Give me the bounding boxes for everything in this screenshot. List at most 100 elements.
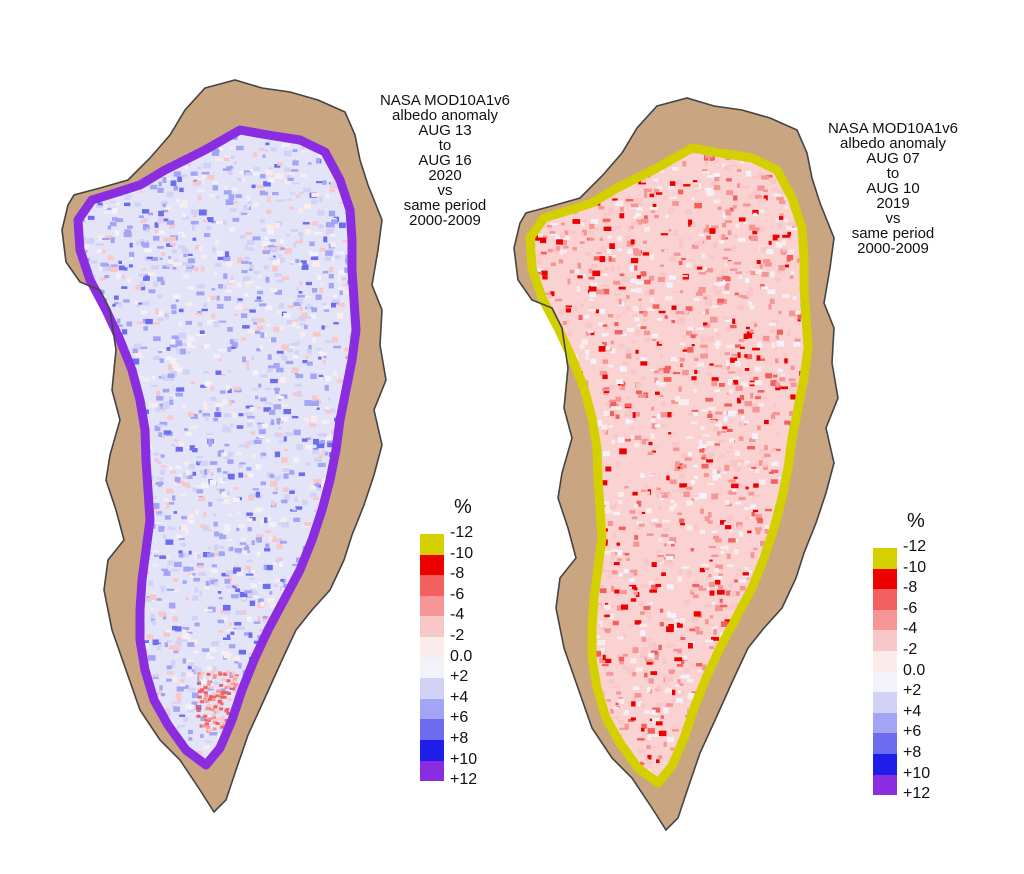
anomaly-pixel	[260, 374, 268, 378]
anomaly-pixel	[622, 633, 627, 639]
anomaly-pixel	[705, 268, 714, 273]
anomaly-pixel	[268, 365, 277, 369]
anomaly-pixel	[231, 412, 237, 418]
anomaly-pixel	[85, 736, 91, 742]
anomaly-pixel	[167, 640, 173, 643]
anomaly-pixel	[209, 194, 215, 198]
anomaly-pixel	[687, 326, 694, 332]
anomaly-pixel	[362, 669, 368, 674]
anomaly-pixel	[192, 448, 198, 453]
anomaly-pixel	[566, 736, 575, 740]
anomaly-pixel	[809, 549, 816, 553]
anomaly-pixel	[337, 276, 342, 282]
anomaly-pixel	[777, 659, 786, 664]
anomaly-pixel	[650, 671, 658, 675]
anomaly-pixel	[730, 775, 738, 781]
anomaly-pixel	[784, 206, 788, 209]
anomaly-pixel	[530, 581, 533, 586]
anomaly-pixel	[582, 229, 587, 236]
anomaly-pixel	[651, 406, 655, 411]
anomaly-pixel	[331, 695, 339, 699]
anomaly-pixel	[215, 370, 222, 375]
anomaly-pixel	[706, 235, 711, 240]
anomaly-pixel	[78, 774, 84, 777]
anomaly-pixel	[697, 792, 704, 795]
anomaly-pixel	[822, 785, 828, 789]
anomaly-pixel	[749, 504, 756, 508]
anomaly-pixel	[201, 172, 207, 178]
anomaly-pixel	[540, 617, 545, 623]
anomaly-pixel	[173, 578, 179, 582]
anomaly-pixel	[325, 406, 330, 410]
anomaly-pixel	[131, 754, 138, 758]
anomaly-pixel	[281, 517, 287, 523]
anomaly-pixel	[251, 184, 256, 189]
anomaly-pixel	[678, 386, 682, 392]
anomaly-pixel	[775, 720, 781, 724]
anomaly-pixel	[761, 175, 769, 180]
anomaly-pixel	[753, 483, 759, 488]
anomaly-pixel	[605, 466, 612, 472]
anomaly-pixel	[544, 328, 552, 332]
anomaly-pixel	[302, 360, 308, 364]
anomaly-pixel	[222, 604, 231, 611]
anomaly-pixel	[540, 606, 545, 613]
anomaly-pixel	[771, 784, 778, 789]
anomaly-pixel	[184, 484, 190, 488]
anomaly-pixel	[78, 524, 85, 527]
anomaly-pixel	[291, 678, 297, 682]
anomaly-pixel	[755, 513, 762, 519]
anomaly-pixel	[779, 216, 784, 220]
anomaly-pixel	[602, 769, 607, 774]
anomaly-pixel	[298, 639, 303, 643]
anomaly-pixel	[133, 343, 142, 348]
anomaly-pixel	[792, 296, 797, 300]
anomaly-pixel	[369, 666, 376, 670]
anomaly-pixel	[309, 750, 313, 754]
anomaly-pixel	[605, 630, 611, 634]
anomaly-pixel	[530, 507, 532, 514]
anomaly-pixel	[711, 752, 716, 758]
anomaly-pixel	[167, 560, 174, 566]
anomaly-pixel	[687, 679, 694, 683]
anomaly-pixel	[92, 335, 96, 342]
anomaly-pixel	[769, 766, 777, 771]
anomaly-pixel	[259, 455, 264, 459]
anomaly-pixel	[647, 734, 652, 741]
anomaly-pixel	[284, 494, 291, 500]
anomaly-pixel	[235, 610, 244, 616]
anomaly-pixel	[607, 521, 613, 526]
anomaly-pixel	[175, 389, 182, 396]
anomaly-pixel	[655, 391, 660, 395]
anomaly-pixel	[223, 190, 232, 195]
anomaly-pixel	[722, 471, 727, 474]
anomaly-pixel	[535, 151, 539, 157]
anomaly-pixel	[649, 589, 657, 593]
anomaly-pixel	[121, 690, 128, 694]
anomaly-pixel	[187, 258, 195, 264]
anomaly-pixel	[129, 770, 135, 773]
anomaly-pixel	[538, 234, 543, 238]
anomaly-pixel	[546, 455, 550, 461]
anomaly-pixel	[757, 749, 765, 753]
anomaly-pixel	[599, 237, 603, 241]
anomaly-pixel	[724, 403, 733, 407]
anomaly-pixel	[357, 709, 362, 712]
anomaly-pixel	[647, 754, 652, 760]
anomaly-pixel	[522, 708, 527, 711]
anomaly-pixel	[732, 684, 740, 688]
anomaly-pixel	[220, 715, 225, 719]
anomaly-pixel	[629, 265, 635, 271]
anomaly-pixel	[310, 373, 317, 379]
anomaly-pixel	[78, 164, 85, 170]
anomaly-pixel	[196, 489, 204, 494]
anomaly-pixel	[80, 677, 87, 680]
anomaly-pixel	[169, 396, 173, 400]
anomaly-pixel	[707, 295, 712, 301]
anomaly-pixel	[597, 270, 605, 274]
anomaly-pixel	[206, 672, 211, 676]
anomaly-pixel	[102, 702, 110, 706]
anomaly-pixel	[279, 586, 284, 592]
anomaly-pixel	[747, 194, 755, 199]
anomaly-pixel	[573, 183, 579, 188]
